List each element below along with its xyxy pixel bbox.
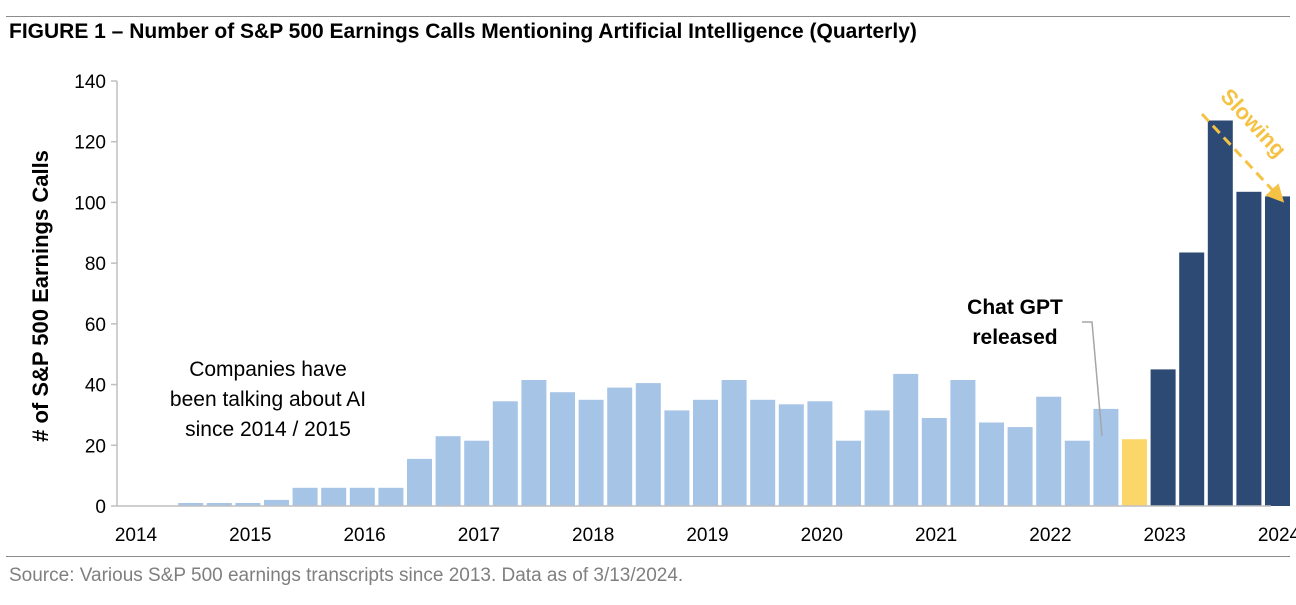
companies-annotation-line-3: since 2014 / 2015	[185, 418, 351, 441]
bar-9	[378, 487, 404, 506]
y-tick-label-4: 80	[85, 254, 106, 275]
x-axis: 2014 2015 2016 2017 2018 2019 2020 2021 2022 2023…	[115, 505, 1296, 546]
bar-27	[893, 373, 919, 506]
bar-39	[1236, 191, 1262, 507]
y-tick-label-5: 100	[74, 193, 106, 214]
bar-33	[1064, 440, 1090, 506]
bar-31	[1007, 427, 1033, 506]
bar-group	[178, 120, 1290, 507]
bar-30	[979, 422, 1004, 506]
x-tick-label-2022: 2022	[1029, 525, 1071, 546]
chatgpt-annotation-line-1: Chat GPT	[967, 296, 1063, 319]
bottom-rule	[6, 556, 1290, 557]
bar-3	[206, 503, 232, 506]
figure-title: FIGURE 1 – Number of S&P 500 Earnings Ca…	[9, 20, 917, 43]
bar-25	[836, 440, 861, 506]
bar-8	[349, 487, 375, 506]
y-tick-label-1: 20	[85, 436, 106, 457]
bar-40	[1265, 196, 1290, 506]
bar-37	[1179, 252, 1205, 506]
x-tick-label-2014: 2014	[115, 525, 158, 546]
bar-24	[807, 401, 833, 506]
x-tick-label-2024: 2024	[1258, 525, 1296, 546]
bar-11	[435, 436, 461, 506]
bar-36	[1150, 369, 1176, 506]
bar-16	[578, 399, 604, 507]
chatgpt-annotation-line-2: released	[972, 326, 1057, 349]
top-rule	[6, 16, 1290, 17]
x-tick-label-2020: 2020	[801, 525, 843, 546]
companies-annotation-line-2: been talking about AI	[170, 388, 366, 411]
bar-15	[550, 392, 575, 506]
y-tick-label-0: 0	[95, 497, 106, 518]
chatgpt-connector-line	[1082, 321, 1103, 437]
x-tick-label-2019: 2019	[686, 525, 728, 546]
bar-26	[864, 410, 890, 506]
bar-5	[264, 499, 289, 506]
bar-18	[635, 383, 661, 506]
bar-34	[1093, 408, 1119, 506]
x-tick-label-2015: 2015	[229, 525, 271, 546]
bar-35	[1122, 439, 1147, 506]
y-tick-label-3: 60	[85, 315, 106, 336]
bar-23	[778, 404, 804, 506]
bar-29	[950, 380, 976, 506]
bar-7	[321, 487, 347, 506]
x-tick-label-2016: 2016	[343, 525, 385, 546]
bar-20	[693, 399, 718, 507]
bar-19	[664, 410, 690, 506]
x-tick-label-2023: 2023	[1144, 525, 1186, 546]
bar-2	[178, 503, 204, 506]
bar-13	[492, 401, 518, 506]
x-tick-label-2021: 2021	[915, 525, 957, 546]
bar-17	[607, 387, 633, 506]
bar-21	[721, 380, 747, 506]
bar-28	[921, 418, 947, 506]
bar-22	[750, 399, 776, 507]
bar-10	[407, 458, 432, 506]
y-tick-label-2: 40	[85, 376, 106, 397]
bar-38	[1207, 120, 1233, 506]
bar-12	[464, 440, 490, 506]
y-tick-label-6: 120	[74, 133, 106, 154]
bar-14	[521, 380, 547, 506]
x-tick-label-2017: 2017	[458, 525, 500, 546]
bar-4	[235, 503, 261, 506]
bar-32	[1036, 396, 1062, 506]
companies-annotation-line-1: Companies have	[189, 358, 347, 381]
slowing-arrow	[1200, 112, 1285, 203]
source-note: Source: Various S&P 500 earnings transcr…	[9, 565, 684, 586]
bar-6	[292, 487, 318, 506]
x-tick-label-2018: 2018	[572, 525, 614, 546]
y-axis-label: # of S&P 500 Earnings Calls	[28, 150, 53, 442]
y-tick-label-7: 140	[74, 72, 106, 93]
y-axis: 0 20 40 60 80 100 120 140	[74, 72, 118, 518]
